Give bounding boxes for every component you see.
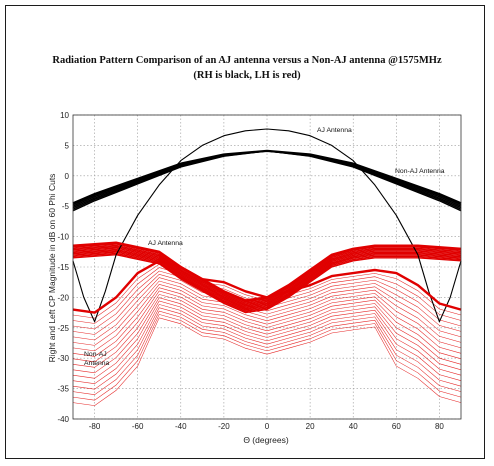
y-axis-label: Right and Left CP Magnitude in dB on 60 …: [47, 174, 57, 363]
lh-cut-curve: [72, 304, 462, 384]
x-tick-label: 60: [392, 422, 401, 431]
y-tick-label: -20: [57, 293, 69, 302]
annotation-aj-rh: AJ Antenna: [317, 127, 352, 134]
x-tick-label: 20: [306, 422, 315, 431]
lh-cut-curve: [72, 280, 462, 346]
lh-cut-curve: [72, 307, 462, 390]
lh-cut-curve: [72, 314, 462, 401]
x-tick-label: -20: [218, 422, 230, 431]
lh-cut-curve: [72, 287, 462, 357]
x-tick-label: 80: [435, 422, 444, 431]
aj-lh-cut-curve: [72, 251, 462, 311]
lh-cut-curve: [72, 273, 462, 335]
x-axis-label: Θ (degrees): [243, 435, 289, 445]
series-line: [72, 128, 462, 323]
x-tick-label: 0: [265, 422, 270, 431]
aj-lh-cut-curve: [72, 253, 462, 314]
lh-cut-curve: [72, 283, 462, 352]
y-tick-label: -25: [57, 324, 69, 333]
y-tick-label: -35: [57, 385, 69, 394]
annotation-nonaj-rh: Non-AJ Antenna: [395, 168, 445, 175]
lh-cut-curve: [72, 310, 462, 395]
lh-cut-curve: [72, 294, 462, 368]
lh-cut-curve: [72, 317, 462, 406]
y-tick-label: -5: [62, 202, 70, 211]
chart-subtitle: (RH is black, LH is red): [193, 70, 301, 81]
lh-cut-curve: [72, 297, 462, 374]
y-tick-label: -15: [57, 263, 69, 272]
y-tick-label: 5: [65, 141, 70, 150]
aj-lh-cut-curve: [72, 252, 462, 312]
chart-title: Radiation Pattern Comparison of an AJ an…: [52, 55, 442, 66]
x-tick-label: -80: [89, 422, 101, 431]
series-line: [72, 259, 462, 314]
plot-border: [72, 114, 462, 420]
series-line: [72, 149, 462, 205]
annotation-nonaj-lh-2: Antenna: [84, 360, 110, 367]
aj-lh-cut-curve: [72, 249, 462, 310]
series-bands: [72, 150, 462, 406]
y-tick-label: -10: [57, 233, 69, 242]
lh-cut-curve: [72, 290, 462, 363]
annotation-nonaj-lh-1: Non-AJ: [84, 351, 107, 358]
series-lines: [72, 128, 462, 323]
y-tick-label: -40: [57, 415, 69, 424]
x-tick-label: -60: [132, 422, 144, 431]
aj-lh-cut-curve: [72, 245, 462, 306]
x-tick-label: 40: [349, 422, 358, 431]
x-tick-label: -40: [175, 422, 187, 431]
aj-lh-cut-curve: [72, 244, 462, 304]
y-tick-label: 10: [60, 111, 69, 120]
annotation-aj-lh: AJ Antenna: [148, 240, 183, 247]
lh-cut-curve: [72, 300, 462, 379]
lh-cut-curve: [72, 277, 462, 341]
y-tick-label: 0: [65, 172, 70, 181]
grid: [73, 114, 461, 420]
y-tick-label: -30: [57, 354, 69, 363]
axes: -80 -60 -40 -20 0 20 40 60 80 10 5 0 -5 -10 -15 -20 -25 -…: [57, 111, 462, 431]
